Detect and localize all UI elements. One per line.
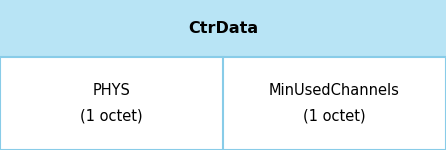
Text: MinUsedChannels
(1 octet): MinUsedChannels (1 octet) (269, 83, 400, 124)
Text: CtrData: CtrData (188, 21, 258, 36)
Bar (0, 0, 446, 57)
Text: PHYS
(1 octet): PHYS (1 octet) (80, 83, 143, 124)
